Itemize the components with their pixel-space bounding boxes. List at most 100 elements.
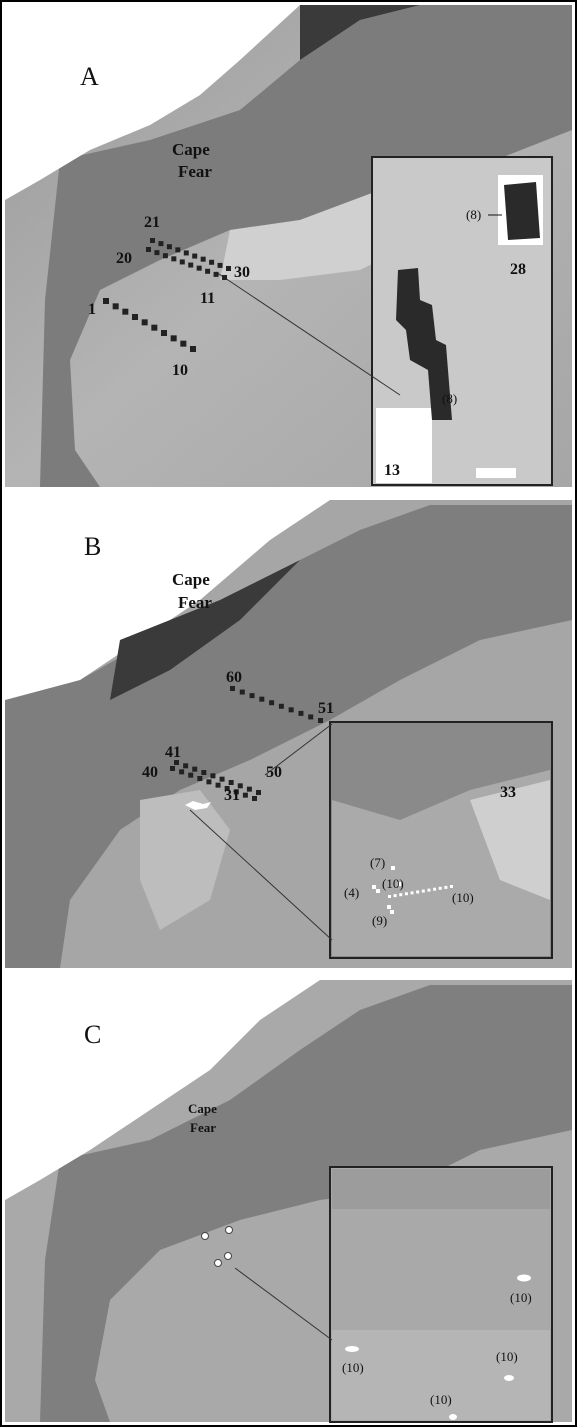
- station-marker: [122, 309, 128, 315]
- station-marker: [216, 783, 221, 788]
- station-marker: [150, 238, 155, 243]
- panel-label: A: [80, 62, 99, 91]
- panel-label: C: [84, 1020, 101, 1049]
- station-marker: [192, 254, 197, 259]
- station-marker: [218, 263, 223, 268]
- station-marker: [175, 247, 180, 252]
- inset-label: 33: [500, 784, 516, 801]
- station-label: 21: [144, 214, 160, 231]
- inset-label: 13: [384, 462, 400, 479]
- station-marker: [250, 693, 255, 698]
- station-marker: [210, 773, 215, 778]
- station-marker: [113, 303, 119, 309]
- station-marker: [180, 341, 186, 347]
- station-label: 20: [116, 250, 132, 267]
- station-marker: [197, 266, 202, 271]
- station-marker: [318, 718, 323, 723]
- figure: A Cape Fear 21 20 30 11 1 10 (8) 28 (8) …: [0, 0, 577, 1427]
- station-marker: [171, 335, 177, 341]
- station-marker: [433, 888, 436, 891]
- station-marker: [201, 257, 206, 262]
- station-label: 50: [266, 764, 282, 781]
- place-name: Cape: [172, 570, 210, 589]
- station-marker: [387, 905, 391, 909]
- station-marker: [201, 770, 206, 775]
- station-marker: [259, 697, 264, 702]
- station-label: 41: [165, 744, 181, 761]
- place-name: Cape: [188, 1101, 217, 1116]
- station-marker: [192, 767, 197, 772]
- station-marker: [220, 777, 225, 782]
- station-marker: [422, 890, 425, 893]
- station-label: 51: [318, 700, 334, 717]
- station-marker: [411, 891, 414, 894]
- station-marker: [226, 266, 231, 271]
- panel-label: B: [84, 532, 101, 561]
- station-marker: [103, 298, 109, 304]
- station-marker: [171, 256, 176, 261]
- station-marker: [188, 773, 193, 778]
- station-marker: [146, 247, 151, 252]
- inset-label: (9): [372, 913, 387, 928]
- inset-label: (8): [466, 207, 481, 222]
- station-marker: [161, 330, 167, 336]
- inset-label: (10): [342, 1360, 364, 1375]
- station-marker: [388, 895, 391, 898]
- station-marker: [230, 686, 235, 691]
- station-marker: [298, 711, 303, 716]
- inset-label: (10): [382, 876, 404, 891]
- station-marker: [372, 885, 376, 889]
- inset-label: (8): [442, 391, 457, 406]
- station-marker: [222, 275, 227, 280]
- station-marker: [163, 253, 168, 258]
- inset-label: (10): [452, 890, 474, 905]
- station-marker: [439, 887, 442, 890]
- panel-b: B Cape Fear 60 51 41 40 50 31 33 (7) (10…: [5, 500, 572, 968]
- station-marker: [240, 690, 245, 695]
- station-marker: [188, 263, 193, 268]
- station-marker: [183, 763, 188, 768]
- station-marker: [205, 269, 210, 274]
- station-marker: [279, 704, 284, 709]
- station-marker: [450, 885, 453, 888]
- inset-label: (7): [370, 855, 385, 870]
- station-marker: [170, 766, 175, 771]
- station-label: 1: [88, 301, 96, 318]
- station-marker: [190, 346, 196, 352]
- inset-label: (10): [496, 1349, 518, 1364]
- station-marker: [180, 259, 185, 264]
- station-marker: [158, 241, 163, 246]
- panel-a: A Cape Fear 21 20 30 11 1 10 (8) 28 (8) …: [5, 5, 572, 487]
- place-name: Fear: [178, 162, 212, 181]
- station-marker: [247, 787, 252, 792]
- station-label: 31: [224, 787, 240, 804]
- place-name: Fear: [190, 1120, 216, 1135]
- inset-label: (10): [510, 1290, 532, 1305]
- station-marker: [289, 707, 294, 712]
- station-marker: [269, 700, 274, 705]
- station-marker: [197, 776, 202, 781]
- station-marker: [390, 910, 394, 914]
- station-label: 11: [200, 290, 215, 307]
- station-marker: [394, 894, 397, 897]
- inset-label: 28: [510, 261, 526, 278]
- station-marker: [167, 244, 172, 249]
- station-label: 10: [172, 362, 188, 379]
- place-name: Cape: [172, 140, 210, 159]
- station-marker: [391, 866, 395, 870]
- station-marker: [206, 779, 211, 784]
- station-label: 30: [234, 264, 250, 281]
- inset-label: (4): [344, 885, 359, 900]
- station-marker: [416, 890, 419, 893]
- station-marker: [376, 889, 380, 893]
- panel-c: C Cape Fear (10) (10) (10) (10): [5, 980, 572, 1422]
- inset-label: (10): [430, 1392, 452, 1407]
- station-marker: [243, 793, 248, 798]
- station-marker: [399, 893, 402, 896]
- station-marker: [229, 780, 234, 785]
- station-marker: [214, 272, 219, 277]
- station-marker: [252, 796, 257, 801]
- station-marker: [151, 325, 157, 331]
- station-label: 40: [142, 764, 158, 781]
- station-marker: [405, 892, 408, 895]
